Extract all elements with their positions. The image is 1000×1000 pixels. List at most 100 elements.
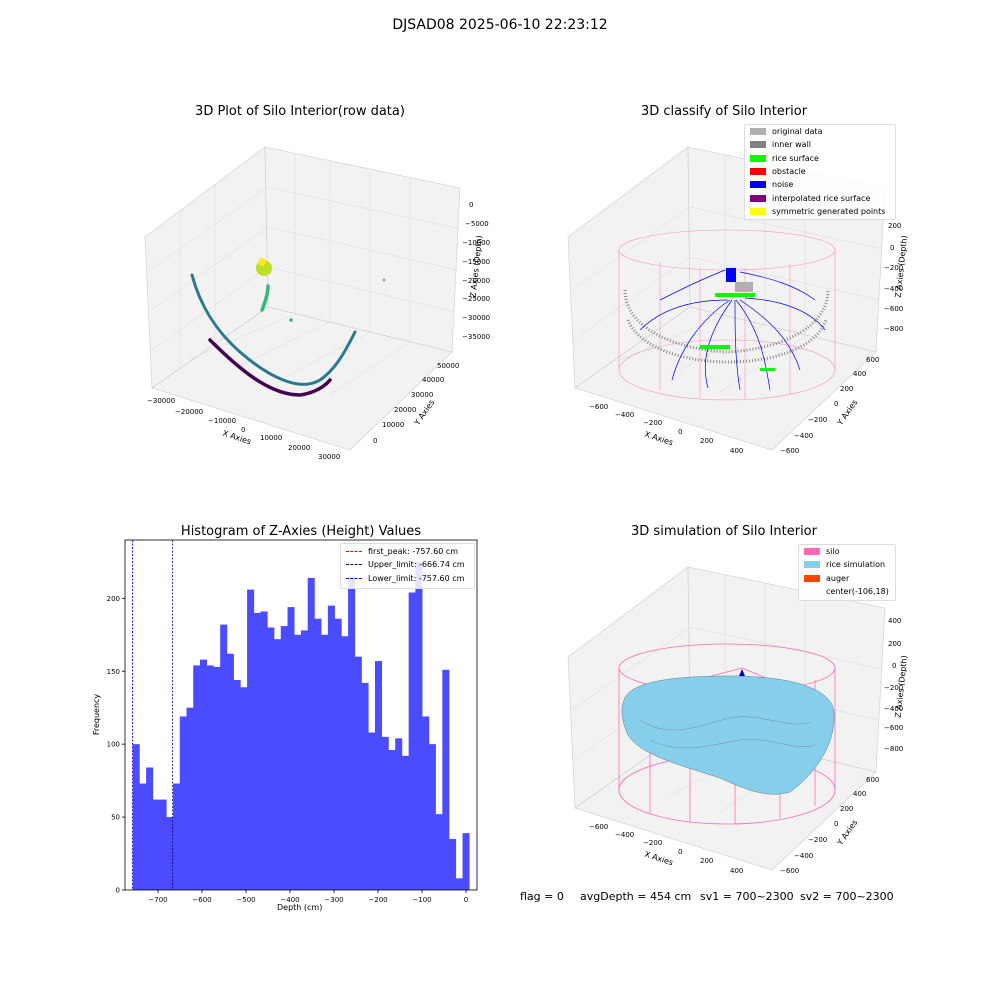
p1-ztick: −35000 [462,333,491,341]
legend-swatch [750,141,766,149]
legend-swatch [804,588,820,595]
panel1-title: 3D Plot of Silo Interior(row data) [195,104,405,119]
histogram-frame [124,539,478,891]
legend-swatch [750,207,766,215]
histogram-bar [455,878,463,890]
p4-ytick: 0 [834,820,839,828]
p4-ytick: 600 [866,776,880,784]
histogram-xtick-label: −600 [192,896,211,904]
panel1-scatter-points [190,258,386,397]
p2-ytick: −200 [808,416,828,424]
legend-line [346,577,362,579]
histogram-bar [267,627,275,890]
histogram-bar [341,636,349,890]
p4-ztick: 400 [888,617,902,625]
p1-ztick: −5000 [465,220,489,228]
histogram-bar [375,661,383,890]
p2-xtick: 400 [730,447,744,455]
histogram-bar [294,634,302,890]
legend-item: rice surface [745,152,895,165]
legend-label: original data [772,127,823,137]
histogram-xtick-label: −300 [324,896,343,904]
p2-ytick: −400 [794,432,814,440]
legend-item: interpolated rice surface [745,191,895,204]
histogram-bar [166,817,174,890]
p1-ytick: 40000 [422,376,445,384]
histogram-vlines [132,540,174,890]
histogram-bar [287,607,295,890]
histogram-xtick-label: 0 [464,896,468,904]
p4-ytick: −400 [794,852,814,860]
auger-icon [739,669,745,676]
p1-xtick: 10000 [260,434,283,442]
p4-xtick: 200 [700,857,714,865]
histogram-bar [449,838,457,890]
histogram-bar [233,680,241,890]
histogram-ytick-label: 150 [107,668,120,676]
flag-text: flag = 0 [520,890,564,903]
histogram-bar [247,589,255,890]
p2-ytick: 600 [866,356,880,364]
histogram-ytick-label: 0 [116,887,120,895]
p2-ytick: −600 [780,447,800,455]
legend-item: Lower_limit: -757.60 cm [341,572,474,585]
p4-ytick: 200 [840,805,854,813]
p1-ytick: 20000 [394,406,417,414]
legend-swatch [750,128,766,136]
histogram-bar [408,592,416,890]
avg-depth-text: avgDepth = 454 cm [580,890,692,903]
p4-ytick: −600 [780,867,800,875]
histogram-bar [300,630,308,890]
histogram-bar [146,767,154,890]
legend-item: silo [799,545,895,558]
histogram-xtick-label: −700 [148,896,167,904]
panel4-legend: silo rice simulation auger center(-106,1… [798,544,896,601]
histogram-bar [435,814,443,890]
legend-label: Lower_limit: -757.60 cm [368,573,465,583]
panel2-inner-wall-points [623,289,830,364]
histogram-bar [173,783,181,890]
legend-label: symmetric generated points [772,206,886,216]
p4-ztick: 200 [888,640,902,648]
histogram-bar [253,612,261,890]
legend-item: first_peak: -757.60 cm [341,545,474,558]
histogram-bar [314,618,322,890]
histogram-bar [152,799,160,890]
p2-ztick: −600 [884,305,904,313]
legend-label: interpolated rice surface [772,193,871,203]
p1-xtick: −20000 [175,408,204,416]
histogram-bar [334,618,342,890]
p4-ytick: −200 [808,836,828,844]
histogram-bar [415,561,423,890]
p4-xtick: 0 [678,848,683,856]
histogram-bar [428,744,436,890]
legend-label: Upper_limit: -666.74 cm [368,560,465,570]
histogram-bar [186,707,194,890]
legend-item: obstacle [745,165,895,178]
p2-xtick: −200 [643,419,663,427]
legend-item: symmetric generated points [745,205,895,218]
legend-item: rice simulation [799,558,895,571]
histogram-bar [307,577,315,890]
legend-item: Upper_limit: -666.74 cm [341,558,474,571]
p1-ztick: −30000 [462,314,491,322]
p1-ytick: 0 [373,437,378,445]
histogram-bar [206,665,214,890]
histogram-bar [422,716,430,890]
legend-swatch [804,574,820,582]
p2-xtick: 200 [700,437,714,445]
p4-ztick: −400 [884,705,904,713]
p1-ytick: 10000 [382,421,405,429]
legend-label: center(-106,18) [826,587,889,597]
legend-label: obstacle [772,167,806,177]
panel4-rice-surface [621,675,835,795]
legend-swatch [750,181,766,189]
p1-ztick: −25000 [462,295,491,303]
histogram-bar [226,653,234,890]
p1-ztick: −15000 [462,258,491,266]
histogram-bar [361,682,369,890]
p1-ztick: 0 [469,201,474,209]
